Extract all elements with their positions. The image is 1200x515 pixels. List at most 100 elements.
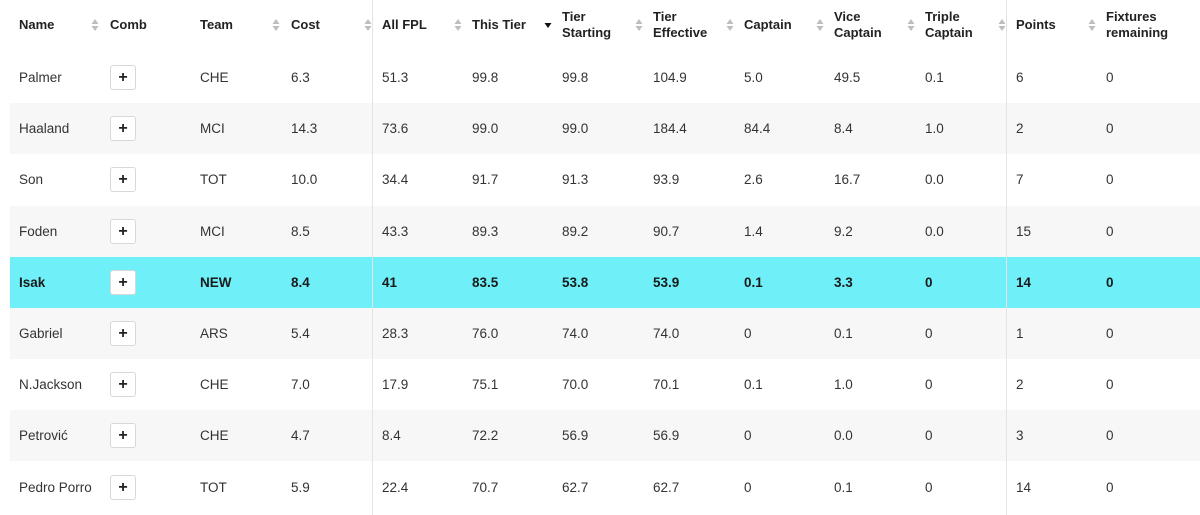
table-row[interactable]: Son + TOT 10.0 34.4 91.7 91.3 93.9 2.6 16.7 0.0 7 0 [10, 154, 1200, 205]
cell-points: 14 [1016, 275, 1032, 290]
column-header-tier-starting[interactable]: Tier Starting [562, 0, 631, 50]
cell-cost: 10.0 [291, 172, 318, 187]
column-header-label: Fixtures remaining [1106, 9, 1169, 40]
table-row[interactable]: Pedro Porro + TOT 5.9 22.4 70.7 62.7 62.7 0 0.1 0 1… [10, 462, 1200, 513]
sort-updown-icon[interactable] [91, 17, 99, 33]
sort-updown-icon[interactable] [454, 17, 462, 33]
cell-this-tier: 70.7 [472, 480, 499, 495]
sort-updown-icon[interactable] [1088, 17, 1096, 33]
column-header-label: Triple Captain [925, 9, 973, 40]
cell-tier-effective: 74.0 [653, 326, 680, 341]
cell-triple-captain: 0.0 [925, 172, 944, 187]
add-to-comb-button[interactable]: + [110, 423, 136, 448]
add-to-comb-button[interactable]: + [110, 116, 136, 141]
table-row[interactable]: Petrović + CHE 4.7 8.4 72.2 56.9 56.9 0 0.0 0 3 0 [10, 410, 1200, 461]
cell-this-tier: 83.5 [472, 275, 499, 290]
table-header: Name Comb Team Cost All FPL This Tier Tier Sta… [10, 0, 1200, 50]
cell-cost: 4.7 [291, 428, 310, 443]
cell-fixtures-remaining: 0 [1106, 121, 1114, 136]
sort-updown-icon[interactable] [635, 17, 643, 33]
cell-captain: 2.6 [744, 172, 763, 187]
cell-triple-captain: 0 [925, 326, 933, 341]
cell-fixtures-remaining: 0 [1106, 377, 1114, 392]
column-header-triple-captain[interactable]: Triple Captain [925, 0, 994, 50]
cell-all-fpl: 51.3 [382, 70, 409, 85]
cell-all-fpl: 73.6 [382, 121, 409, 136]
column-header-label: Captain [744, 17, 792, 32]
cell-team: MCI [200, 121, 225, 136]
column-header-tier-effective[interactable]: Tier Effective [653, 0, 722, 50]
table-row[interactable]: Gabriel + ARS 5.4 28.3 76.0 74.0 74.0 0 0.1 0 1 0 [10, 308, 1200, 359]
cell-tier-starting: 99.0 [562, 121, 589, 136]
cell-fixtures-remaining: 0 [1106, 70, 1114, 85]
cell-this-tier: 91.7 [472, 172, 499, 187]
cell-all-fpl: 22.4 [382, 480, 409, 495]
cell-vice-captain: 0.1 [834, 480, 853, 495]
sort-updown-icon[interactable] [272, 17, 280, 33]
column-header-comb: Comb [110, 0, 178, 50]
add-to-comb-button[interactable]: + [110, 270, 136, 295]
cell-tier-effective: 93.9 [653, 172, 680, 187]
column-divider [372, 0, 373, 515]
column-header-captain[interactable]: Captain [744, 0, 812, 50]
cell-name: Pedro Porro [19, 480, 92, 495]
cell-fixtures-remaining: 0 [1106, 326, 1114, 341]
sort-desc-icon[interactable] [544, 17, 552, 33]
cell-all-fpl: 28.3 [382, 326, 409, 341]
column-header-team[interactable]: Team [200, 0, 268, 50]
column-header-label: Comb [110, 17, 147, 32]
cell-tier-starting: 89.2 [562, 224, 589, 239]
sort-updown-icon[interactable] [816, 17, 824, 33]
cell-vice-captain: 8.4 [834, 121, 853, 136]
add-to-comb-button[interactable]: + [110, 65, 136, 90]
cell-this-tier: 76.0 [472, 326, 499, 341]
cell-points: 3 [1016, 428, 1024, 443]
cell-tier-effective: 53.9 [653, 275, 680, 290]
cell-all-fpl: 43.3 [382, 224, 409, 239]
cell-tier-effective: 104.9 [653, 70, 687, 85]
cell-all-fpl: 34.4 [382, 172, 409, 187]
cell-captain: 1.4 [744, 224, 763, 239]
cell-cost: 14.3 [291, 121, 318, 136]
cell-this-tier: 89.3 [472, 224, 499, 239]
cell-vice-captain: 16.7 [834, 172, 861, 187]
column-header-name[interactable]: Name [19, 0, 87, 50]
sort-updown-icon[interactable] [998, 17, 1006, 33]
cell-tier-effective: 62.7 [653, 480, 680, 495]
add-to-comb-button[interactable]: + [110, 167, 136, 192]
column-header-points[interactable]: Points [1016, 0, 1084, 50]
cell-name: Petrović [19, 428, 68, 443]
cell-vice-captain: 3.3 [834, 275, 853, 290]
add-to-comb-button[interactable]: + [110, 372, 136, 397]
cell-name: Foden [19, 224, 58, 239]
sort-updown-icon[interactable] [907, 17, 915, 33]
add-to-comb-button[interactable]: + [110, 475, 136, 500]
column-header-vice-captain[interactable]: Vice Captain [834, 0, 903, 50]
column-header-label: Vice Captain [834, 9, 882, 40]
cell-triple-captain: 0 [925, 428, 933, 443]
table-row[interactable]: Haaland + MCI 14.3 73.6 99.0 99.0 184.4 84.4 8.4 1… [10, 103, 1200, 154]
add-to-comb-button[interactable]: + [110, 321, 136, 346]
table-row-highlighted[interactable]: Isak + NEW 8.4 41 83.5 53.8 53.9 0.1 3.3 0 14 0 [10, 257, 1200, 308]
column-header-cost[interactable]: Cost [291, 0, 360, 50]
cell-team: CHE [200, 70, 229, 85]
cell-fixtures-remaining: 0 [1106, 275, 1114, 290]
sort-updown-icon[interactable] [364, 17, 372, 33]
cell-name: Son [19, 172, 44, 187]
cell-this-tier: 75.1 [472, 377, 499, 392]
sort-updown-icon[interactable] [726, 17, 734, 33]
cell-vice-captain: 1.0 [834, 377, 853, 392]
cell-fixtures-remaining: 0 [1106, 172, 1114, 187]
column-header-this-tier[interactable]: This Tier [472, 0, 540, 50]
cell-cost: 6.3 [291, 70, 310, 85]
table-row[interactable]: Foden + MCI 8.5 43.3 89.3 89.2 90.7 1.4 9.2 0.0 15 0 [10, 206, 1200, 257]
cell-tier-starting: 56.9 [562, 428, 589, 443]
add-to-comb-button[interactable]: + [110, 219, 136, 244]
column-header-all-fpl[interactable]: All FPL [382, 0, 450, 50]
cell-triple-captain: 1.0 [925, 121, 944, 136]
cell-team: CHE [200, 428, 229, 443]
table-row[interactable]: Palmer + CHE 6.3 51.3 99.8 99.8 104.9 5.0 49.5 0.1… [10, 52, 1200, 103]
column-header-label: Tier Starting [562, 9, 612, 40]
cell-tier-starting: 91.3 [562, 172, 589, 187]
table-row[interactable]: N.Jackson + CHE 7.0 17.9 75.1 70.0 70.1 0.1 1.0 0 2… [10, 359, 1200, 410]
